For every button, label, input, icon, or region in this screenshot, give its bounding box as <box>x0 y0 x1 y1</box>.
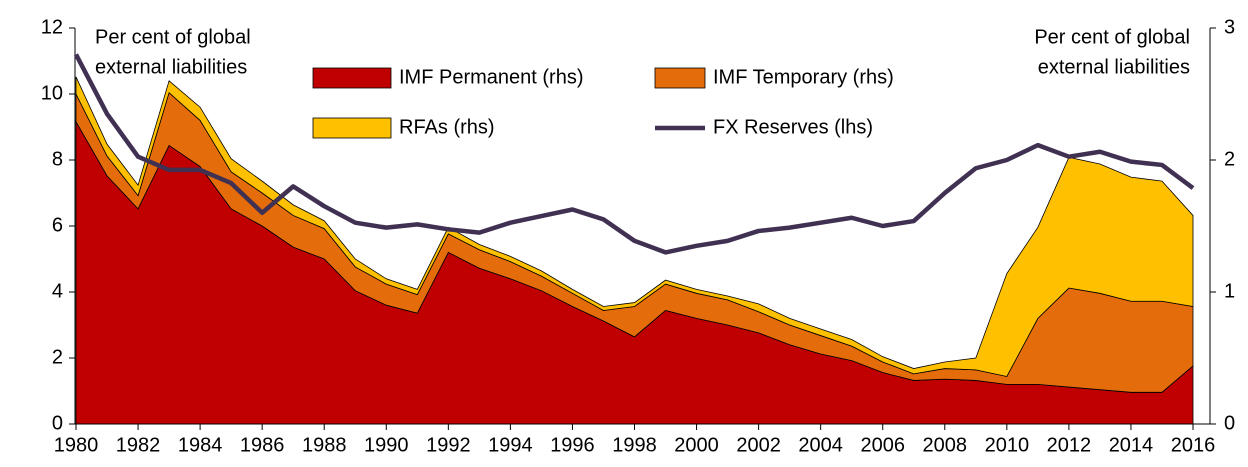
annotation: Per cent of global <box>95 26 251 48</box>
legend-swatch <box>654 67 706 89</box>
x-tick-label: 1990 <box>364 434 409 456</box>
x-tick-label: 1998 <box>612 434 657 456</box>
x-tick-label: 2012 <box>1047 434 1092 456</box>
line <box>74 53 1195 255</box>
x-tick-label: 2016 <box>1171 434 1216 456</box>
x-tick-label: 1996 <box>550 434 595 456</box>
y-tick-label: 8 <box>52 148 63 170</box>
legend-label: RFAs (rhs) <box>399 116 495 138</box>
annotation: Per cent of global <box>1034 26 1190 48</box>
y-tick-label: 4 <box>52 280 63 302</box>
x-tick-label: 2002 <box>736 434 781 456</box>
x-tick-label: 1994 <box>488 434 533 456</box>
y-tick-label: 2 <box>52 346 63 368</box>
x-tick-label: 2006 <box>860 434 905 456</box>
area <box>75 76 1194 377</box>
y-tick-label: 0 <box>52 412 63 434</box>
x-tick-label: 1982 <box>116 434 161 456</box>
x-tick-label: 2014 <box>1109 434 1154 456</box>
x-tick-label: 2010 <box>985 434 1030 456</box>
legend-swatch <box>312 117 392 139</box>
y2-tick-label: 3 <box>1224 16 1235 38</box>
annotation: external liabilities <box>95 56 247 78</box>
y2-tick-label: 0 <box>1224 412 1235 434</box>
x-tick-label: 1986 <box>240 434 285 456</box>
x-tick-label: 2008 <box>923 434 968 456</box>
legend-label: IMF Permanent (rhs) <box>399 66 583 88</box>
x-tick-label: 1984 <box>178 434 223 456</box>
x-tick-label: 1992 <box>426 434 471 456</box>
y-tick-label: 6 <box>52 214 63 236</box>
x-tick-label: 1980 <box>54 434 99 456</box>
annotation: external liabilities <box>1038 56 1190 78</box>
y-tick-label: 12 <box>41 16 63 38</box>
x-tick-label: 2000 <box>674 434 719 456</box>
legend-label: FX Reserves (lhs) <box>713 116 873 138</box>
legend-label: IMF Temporary (rhs) <box>713 66 894 88</box>
x-tick-label: 1988 <box>302 434 347 456</box>
y-tick-label: 10 <box>41 82 63 104</box>
y2-tick-label: 1 <box>1224 280 1235 302</box>
y2-tick-label: 2 <box>1224 148 1235 170</box>
legend-swatch <box>312 67 392 89</box>
x-tick-label: 2004 <box>798 434 843 456</box>
